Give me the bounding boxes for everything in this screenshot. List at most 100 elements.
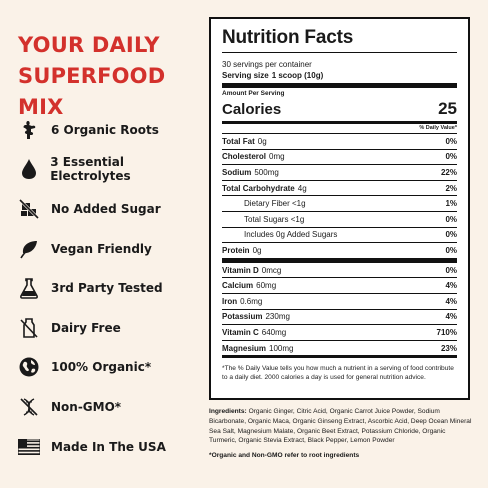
feature-item: Non-GMO* xyxy=(18,387,203,427)
nutrient-dv: 0% xyxy=(445,230,457,240)
nutrition-title: Nutrition Facts xyxy=(222,27,354,48)
feature-label: 100% Organic* xyxy=(51,360,152,375)
feature-item: 100% Organic* xyxy=(18,348,203,388)
nutrient-dv: 4% xyxy=(445,312,457,322)
ingredients-text: Organic Ginger, Citric Acid, Organic Car… xyxy=(209,408,472,445)
feature-item: Made In The USA xyxy=(18,427,203,467)
ingredients-label: Ingredients: xyxy=(209,408,247,415)
nutrient-amount: 0mcg xyxy=(261,265,282,275)
nutrient-dv: 0% xyxy=(445,214,457,224)
headline-block: YOUR DAILY SUPERFOOD MIX xyxy=(18,30,198,123)
feature-item: 6 Organic Roots xyxy=(18,110,203,150)
nutrient-name: Total Sugars <1g xyxy=(244,214,305,224)
nutrient-row: Calcium 60mg 4% xyxy=(222,277,457,293)
feature-item: No Added Sugar xyxy=(18,189,203,229)
nutrient-dv: 4% xyxy=(445,281,457,291)
nutrient-row: Iron 0.6mg 4% xyxy=(222,292,457,309)
no-dairy-icon xyxy=(18,317,40,339)
nutrient-name: Total Fat xyxy=(222,136,255,146)
nutrition-facts-panel: Nutrition Facts 30 servings per containe… xyxy=(209,17,470,400)
nutrient-amount: 0g xyxy=(252,245,262,255)
nutrient-amount: 640mg xyxy=(261,327,287,337)
daily-value-header: % Daily Value* xyxy=(419,125,457,131)
feature-label: 3rd Party Tested xyxy=(51,281,163,296)
nutrient-row: Vitamin C 640mg 710% xyxy=(222,324,457,340)
nutrient-name: Vitamin D xyxy=(222,265,259,275)
amount-per-serving: Amount Per Serving xyxy=(222,90,285,97)
feature-item: 3 Essential Electrolytes xyxy=(18,150,203,190)
nutrient-dv: 22% xyxy=(440,167,457,177)
nutrient-dv: 23% xyxy=(440,343,457,353)
serving-size-value: 1 scoop (10g) xyxy=(271,71,324,80)
nutrient-name: Dietary Fiber <1g xyxy=(244,199,306,209)
nutrient-row: Protein 0g 0% xyxy=(222,242,457,258)
nutrient-row: Magnesium 100mg 23% xyxy=(222,339,457,356)
leaf-icon xyxy=(18,238,40,260)
nutrient-dv: 0% xyxy=(445,245,457,255)
nutrient-amount: 0.6mg xyxy=(240,296,263,306)
nutrient-name: Sodium xyxy=(222,167,252,177)
globe-icon xyxy=(18,356,40,378)
feature-list: 6 Organic Roots 3 Essential Electrolytes… xyxy=(18,110,203,466)
drop-icon xyxy=(18,158,39,180)
headline-line-1: YOUR DAILY xyxy=(18,33,160,57)
nutrient-row: Includes 0g Added Sugars 0% xyxy=(222,226,457,243)
headline-line-2: SUPERFOOD MIX xyxy=(18,64,166,119)
nutrient-dv: 1% xyxy=(445,199,457,209)
nutrient-name: Potassium xyxy=(222,312,263,322)
divider xyxy=(222,83,457,88)
nutrient-row: Total Carbohydrate 4g 2% xyxy=(222,179,457,196)
nutrient-dv: 2% xyxy=(445,183,457,193)
divider xyxy=(222,355,457,359)
nutrient-name: Total Carbohydrate xyxy=(222,183,295,193)
feature-label: 6 Organic Roots xyxy=(51,122,159,137)
nutrient-row: Dietary Fiber <1g 1% xyxy=(222,195,457,211)
usa-flag-icon xyxy=(18,436,40,458)
feature-label: Dairy Free xyxy=(51,320,121,335)
nutrient-dv: 0% xyxy=(445,265,457,275)
feature-label: 3 Essential Electrolytes xyxy=(50,155,131,184)
feature-item: 3rd Party Tested xyxy=(18,268,203,308)
nutrient-amount: 60mg xyxy=(256,281,277,291)
nutrient-name: Protein xyxy=(222,245,250,255)
feature-label: No Added Sugar xyxy=(51,201,161,216)
nutrient-name: Vitamin C xyxy=(222,327,259,337)
ginger-root-icon xyxy=(18,119,40,141)
nutrient-name: Includes 0g Added Sugars xyxy=(244,230,338,240)
nutrient-row: Potassium 230mg 4% xyxy=(222,308,457,325)
daily-value-footnote: *The % Daily Value tells you how much a … xyxy=(222,365,454,382)
nutrient-amount: 0g xyxy=(257,136,267,146)
feature-label: Non-GMO* xyxy=(51,399,122,414)
nutrient-dv: 4% xyxy=(445,296,457,306)
ingredients-block: Ingredients: Organic Ginger, Citric Acid… xyxy=(209,407,473,446)
feature-item: Vegan Friendly xyxy=(18,229,203,269)
nutrient-name: Cholesterol xyxy=(222,152,267,162)
nutrient-row: Vitamin D 0mcg 0% xyxy=(222,257,457,278)
nutrient-row: Total Sugars <1g 0% xyxy=(222,210,457,227)
serving-size: Serving size 1 scoop (10g) xyxy=(222,70,457,81)
nutrient-name: Calcium xyxy=(222,281,254,291)
nutrient-row: Total Fat 0g 0% xyxy=(222,133,457,149)
nutrient-amount: 0mg xyxy=(269,152,285,162)
nutrient-amount: 4g xyxy=(297,183,307,193)
nutrient-amount: 500mg xyxy=(254,167,279,177)
divider xyxy=(222,121,457,124)
nutrient-dv: 0% xyxy=(445,152,457,162)
feature-label: Made In The USA xyxy=(51,439,166,454)
nutrient-amount: 100mg xyxy=(269,343,294,353)
feature-label: Vegan Friendly xyxy=(51,241,152,256)
calories-value: 25 xyxy=(438,99,457,118)
calories-label: Calories xyxy=(222,101,282,118)
nutrient-row: Sodium 500mg 22% xyxy=(222,164,457,180)
calories-row: Calories 25 xyxy=(222,99,457,121)
feature-item: Dairy Free xyxy=(18,308,203,348)
divider xyxy=(222,52,457,53)
nutrient-dv: 0% xyxy=(445,136,457,146)
nutrient-row: Cholesterol 0mg 0% xyxy=(222,148,457,165)
nutrient-name: Iron xyxy=(222,296,238,306)
servings-per-container: 30 servings per container xyxy=(222,60,312,69)
nutrient-name: Magnesium xyxy=(222,343,267,353)
flask-icon xyxy=(18,277,40,299)
nutrient-dv: 710% xyxy=(436,327,457,337)
no-sugar-icon xyxy=(18,198,40,220)
